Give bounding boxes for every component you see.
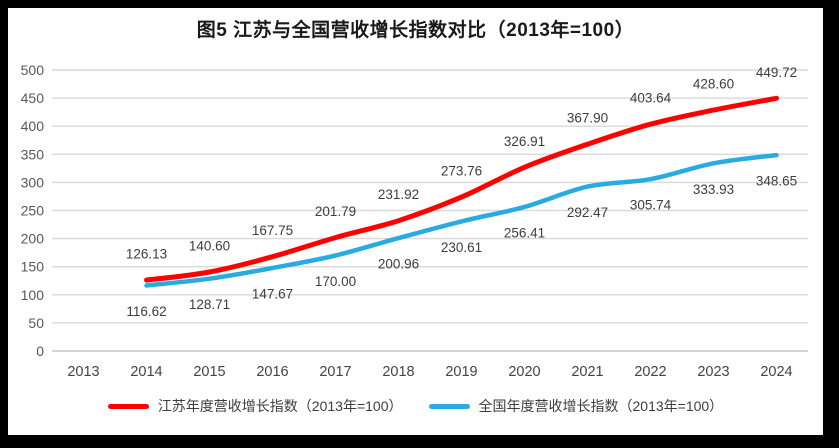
svg-text:292.47: 292.47 — [567, 205, 608, 220]
svg-text:167.75: 167.75 — [252, 223, 293, 238]
series-line-jiangsu — [144, 95, 779, 283]
svg-text:2016: 2016 — [256, 364, 288, 380]
legend-swatch-jiangsu-icon — [107, 403, 149, 409]
svg-text:326.91: 326.91 — [504, 134, 545, 149]
y-axis-labels: 0 50 100 150 200 250 300 350 400 450 500 — [21, 62, 45, 359]
svg-text:2018: 2018 — [382, 364, 414, 380]
svg-text:2021: 2021 — [571, 364, 603, 380]
svg-text:348.65: 348.65 — [756, 174, 797, 189]
svg-text:100: 100 — [21, 287, 45, 303]
svg-text:140.60: 140.60 — [189, 238, 230, 253]
svg-text:128.71: 128.71 — [189, 297, 230, 312]
x-axis-labels: 2013 2014 2015 2016 2017 2018 2019 2020 2021 2022… — [67, 364, 792, 380]
chart-title: 图5 江苏与全国营收增长指数对比（2013年=100） — [196, 20, 635, 41]
svg-text:2023: 2023 — [697, 364, 729, 380]
svg-text:2017: 2017 — [319, 364, 351, 380]
svg-text:200.96: 200.96 — [378, 257, 419, 272]
svg-text:256.41: 256.41 — [504, 225, 545, 240]
chart-legend: 江苏年度营收增长指数（2013年=100） 全国年度营收增长指数（2013年=1… — [8, 396, 823, 416]
svg-text:147.67: 147.67 — [252, 287, 293, 302]
svg-text:300: 300 — [21, 174, 45, 190]
svg-text:2015: 2015 — [193, 364, 225, 380]
svg-text:230.61: 230.61 — [441, 240, 482, 255]
svg-text:273.76: 273.76 — [441, 164, 482, 179]
svg-text:2020: 2020 — [508, 364, 540, 380]
svg-text:400: 400 — [21, 118, 45, 134]
svg-text:0: 0 — [36, 343, 44, 359]
svg-text:200: 200 — [21, 231, 45, 247]
svg-text:150: 150 — [21, 259, 45, 275]
svg-text:350: 350 — [21, 146, 45, 162]
svg-text:201.79: 201.79 — [315, 204, 356, 219]
series-line-national — [144, 152, 779, 288]
svg-text:116.62: 116.62 — [126, 304, 166, 319]
data-labels-jiangsu: 126.13 140.60 167.75 201.79 231.92 273.76 326.… — [126, 65, 797, 262]
svg-text:50: 50 — [28, 315, 44, 331]
data-labels-national: 116.62 128.71 147.67 170.00 200.96 230.61 256.… — [126, 174, 797, 319]
svg-text:250: 250 — [21, 203, 45, 219]
svg-text:500: 500 — [21, 62, 45, 78]
legend-item-jiangsu: 江苏年度营收增长指数（2013年=100） — [107, 396, 403, 416]
svg-text:2024: 2024 — [760, 364, 792, 380]
legend-label-national: 全国年度营收增长指数（2013年=100） — [478, 398, 724, 414]
svg-text:367.90: 367.90 — [567, 111, 608, 126]
svg-text:333.93: 333.93 — [693, 182, 734, 197]
svg-text:170.00: 170.00 — [315, 274, 356, 289]
svg-text:449.72: 449.72 — [756, 65, 797, 80]
svg-text:305.74: 305.74 — [630, 198, 672, 213]
gridlines — [52, 69, 808, 352]
legend-item-national: 全国年度营收增长指数（2013年=100） — [428, 396, 724, 416]
svg-text:2022: 2022 — [634, 364, 666, 380]
chart-panel: 图5 江苏与全国营收增长指数对比（2013年=100） 0 50 100 150 200… — [8, 8, 823, 435]
svg-text:2014: 2014 — [130, 364, 162, 380]
svg-text:403.64: 403.64 — [630, 91, 672, 106]
legend-label-jiangsu: 江苏年度营收增长指数（2013年=100） — [157, 398, 403, 414]
svg-text:126.13: 126.13 — [126, 247, 167, 262]
svg-text:428.60: 428.60 — [693, 77, 734, 92]
svg-text:2013: 2013 — [67, 364, 99, 380]
svg-text:2019: 2019 — [445, 364, 477, 380]
svg-text:450: 450 — [21, 90, 45, 106]
legend-swatch-national-icon — [428, 403, 470, 409]
svg-text:231.92: 231.92 — [378, 187, 419, 202]
